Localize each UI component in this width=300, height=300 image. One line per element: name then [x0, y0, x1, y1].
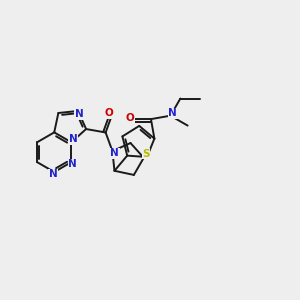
Text: O: O: [105, 108, 113, 118]
Text: S: S: [142, 149, 150, 159]
Text: N: N: [168, 109, 177, 118]
Text: N: N: [68, 159, 77, 169]
Text: N: N: [69, 134, 77, 144]
Text: N: N: [49, 169, 58, 179]
Text: O: O: [125, 113, 134, 123]
Text: N: N: [75, 109, 83, 119]
Text: N: N: [110, 148, 119, 158]
